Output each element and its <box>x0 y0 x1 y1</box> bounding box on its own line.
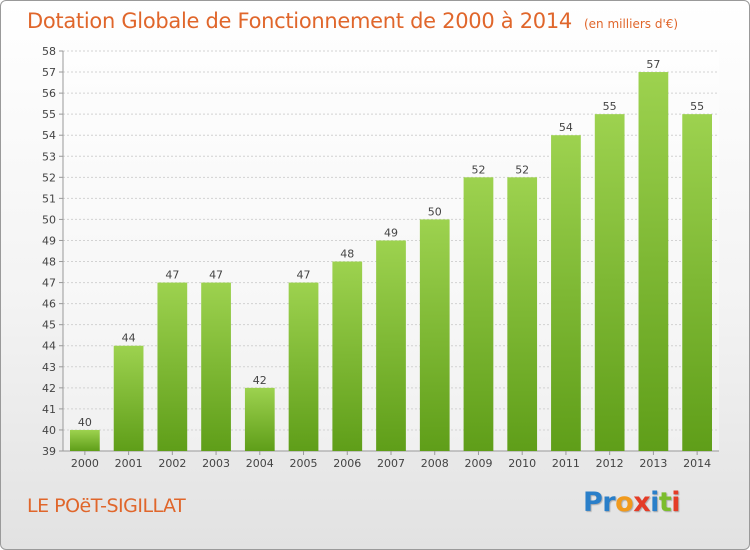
bar <box>332 261 363 451</box>
bar <box>638 72 669 451</box>
chart-title-text: Dotation Globale de Fonctionnement de 20… <box>27 9 572 33</box>
y-tick-label: 40 <box>42 424 56 437</box>
bar <box>682 114 713 451</box>
logo-letter: r <box>602 487 616 518</box>
bar-value-label: 50 <box>428 205 442 218</box>
bar-value-label: 44 <box>122 332 136 345</box>
bar <box>157 282 188 451</box>
x-tick-label: 2011 <box>552 457 580 470</box>
y-tick-label: 57 <box>42 66 56 79</box>
town-name: LE POëT-SIGILLAT <box>27 495 186 517</box>
y-tick-label: 43 <box>42 361 56 374</box>
bar <box>551 135 581 452</box>
bar-value-label: 49 <box>384 226 398 239</box>
bar <box>376 240 406 451</box>
x-tick-label: 2014 <box>683 457 711 470</box>
logo-letter: t <box>658 487 672 518</box>
x-tick-label: 2003 <box>202 457 230 470</box>
bar-value-label: 55 <box>603 100 617 113</box>
bar <box>113 345 144 451</box>
bar-value-label: 47 <box>209 269 223 282</box>
y-tick-label: 55 <box>42 108 56 121</box>
bar <box>507 177 538 451</box>
y-tick-label: 44 <box>42 340 56 353</box>
bar-value-label: 42 <box>253 374 267 387</box>
y-tick-label: 52 <box>42 171 56 184</box>
bar-value-label: 48 <box>340 248 354 261</box>
proxiti-logo: Proxiti <box>583 487 681 523</box>
y-tick-label: 41 <box>42 403 56 416</box>
y-tick-label: 50 <box>42 213 56 226</box>
bar <box>69 429 100 451</box>
bar-value-label: 47 <box>297 269 311 282</box>
x-tick-label: 2001 <box>115 457 143 470</box>
bar-value-label: 47 <box>165 269 179 282</box>
x-tick-label: 2008 <box>421 457 449 470</box>
x-tick-label: 2007 <box>377 457 405 470</box>
logo-letter: P <box>583 487 603 518</box>
y-tick-label: 47 <box>42 277 56 290</box>
logo-letter: i <box>671 487 681 518</box>
logo-letter: i <box>650 487 659 518</box>
y-tick-label: 51 <box>42 192 56 205</box>
bar-value-label: 52 <box>471 163 485 176</box>
y-tick-label: 53 <box>42 150 56 163</box>
y-tick-label: 56 <box>42 87 56 100</box>
y-tick-label: 42 <box>42 382 56 395</box>
logo-letter: o <box>615 487 634 518</box>
y-tick-label: 39 <box>42 445 56 458</box>
bar <box>594 114 625 451</box>
chart-subtitle: (en milliers d'€) <box>583 17 679 31</box>
bar <box>201 282 231 451</box>
bar-value-label: 52 <box>515 163 529 176</box>
bar-value-label: 55 <box>690 100 704 113</box>
x-tick-label: 2009 <box>464 457 492 470</box>
x-tick-label: 2006 <box>333 457 361 470</box>
x-tick-label: 2012 <box>596 457 624 470</box>
y-tick-label: 46 <box>42 298 56 311</box>
bar-value-label: 40 <box>78 416 92 429</box>
x-tick-label: 2002 <box>158 457 186 470</box>
chart-title: Dotation Globale de Fonctionnement de 20… <box>27 9 678 33</box>
bar <box>463 177 494 451</box>
y-tick-label: 48 <box>42 256 56 269</box>
bar-value-label: 54 <box>559 121 573 134</box>
bar <box>419 219 450 451</box>
x-tick-label: 2000 <box>71 457 99 470</box>
x-tick-label: 2005 <box>290 457 318 470</box>
y-tick-label: 54 <box>42 129 56 142</box>
x-tick-label: 2010 <box>508 457 536 470</box>
logo-letter: x <box>633 487 651 518</box>
bar <box>244 387 275 451</box>
bar <box>288 282 319 451</box>
x-tick-label: 2004 <box>246 457 274 470</box>
y-tick-label: 58 <box>42 45 56 58</box>
bar-value-label: 57 <box>646 58 660 71</box>
y-tick-label: 45 <box>42 319 56 332</box>
y-tick-label: 49 <box>42 234 56 247</box>
x-tick-label: 2013 <box>639 457 667 470</box>
